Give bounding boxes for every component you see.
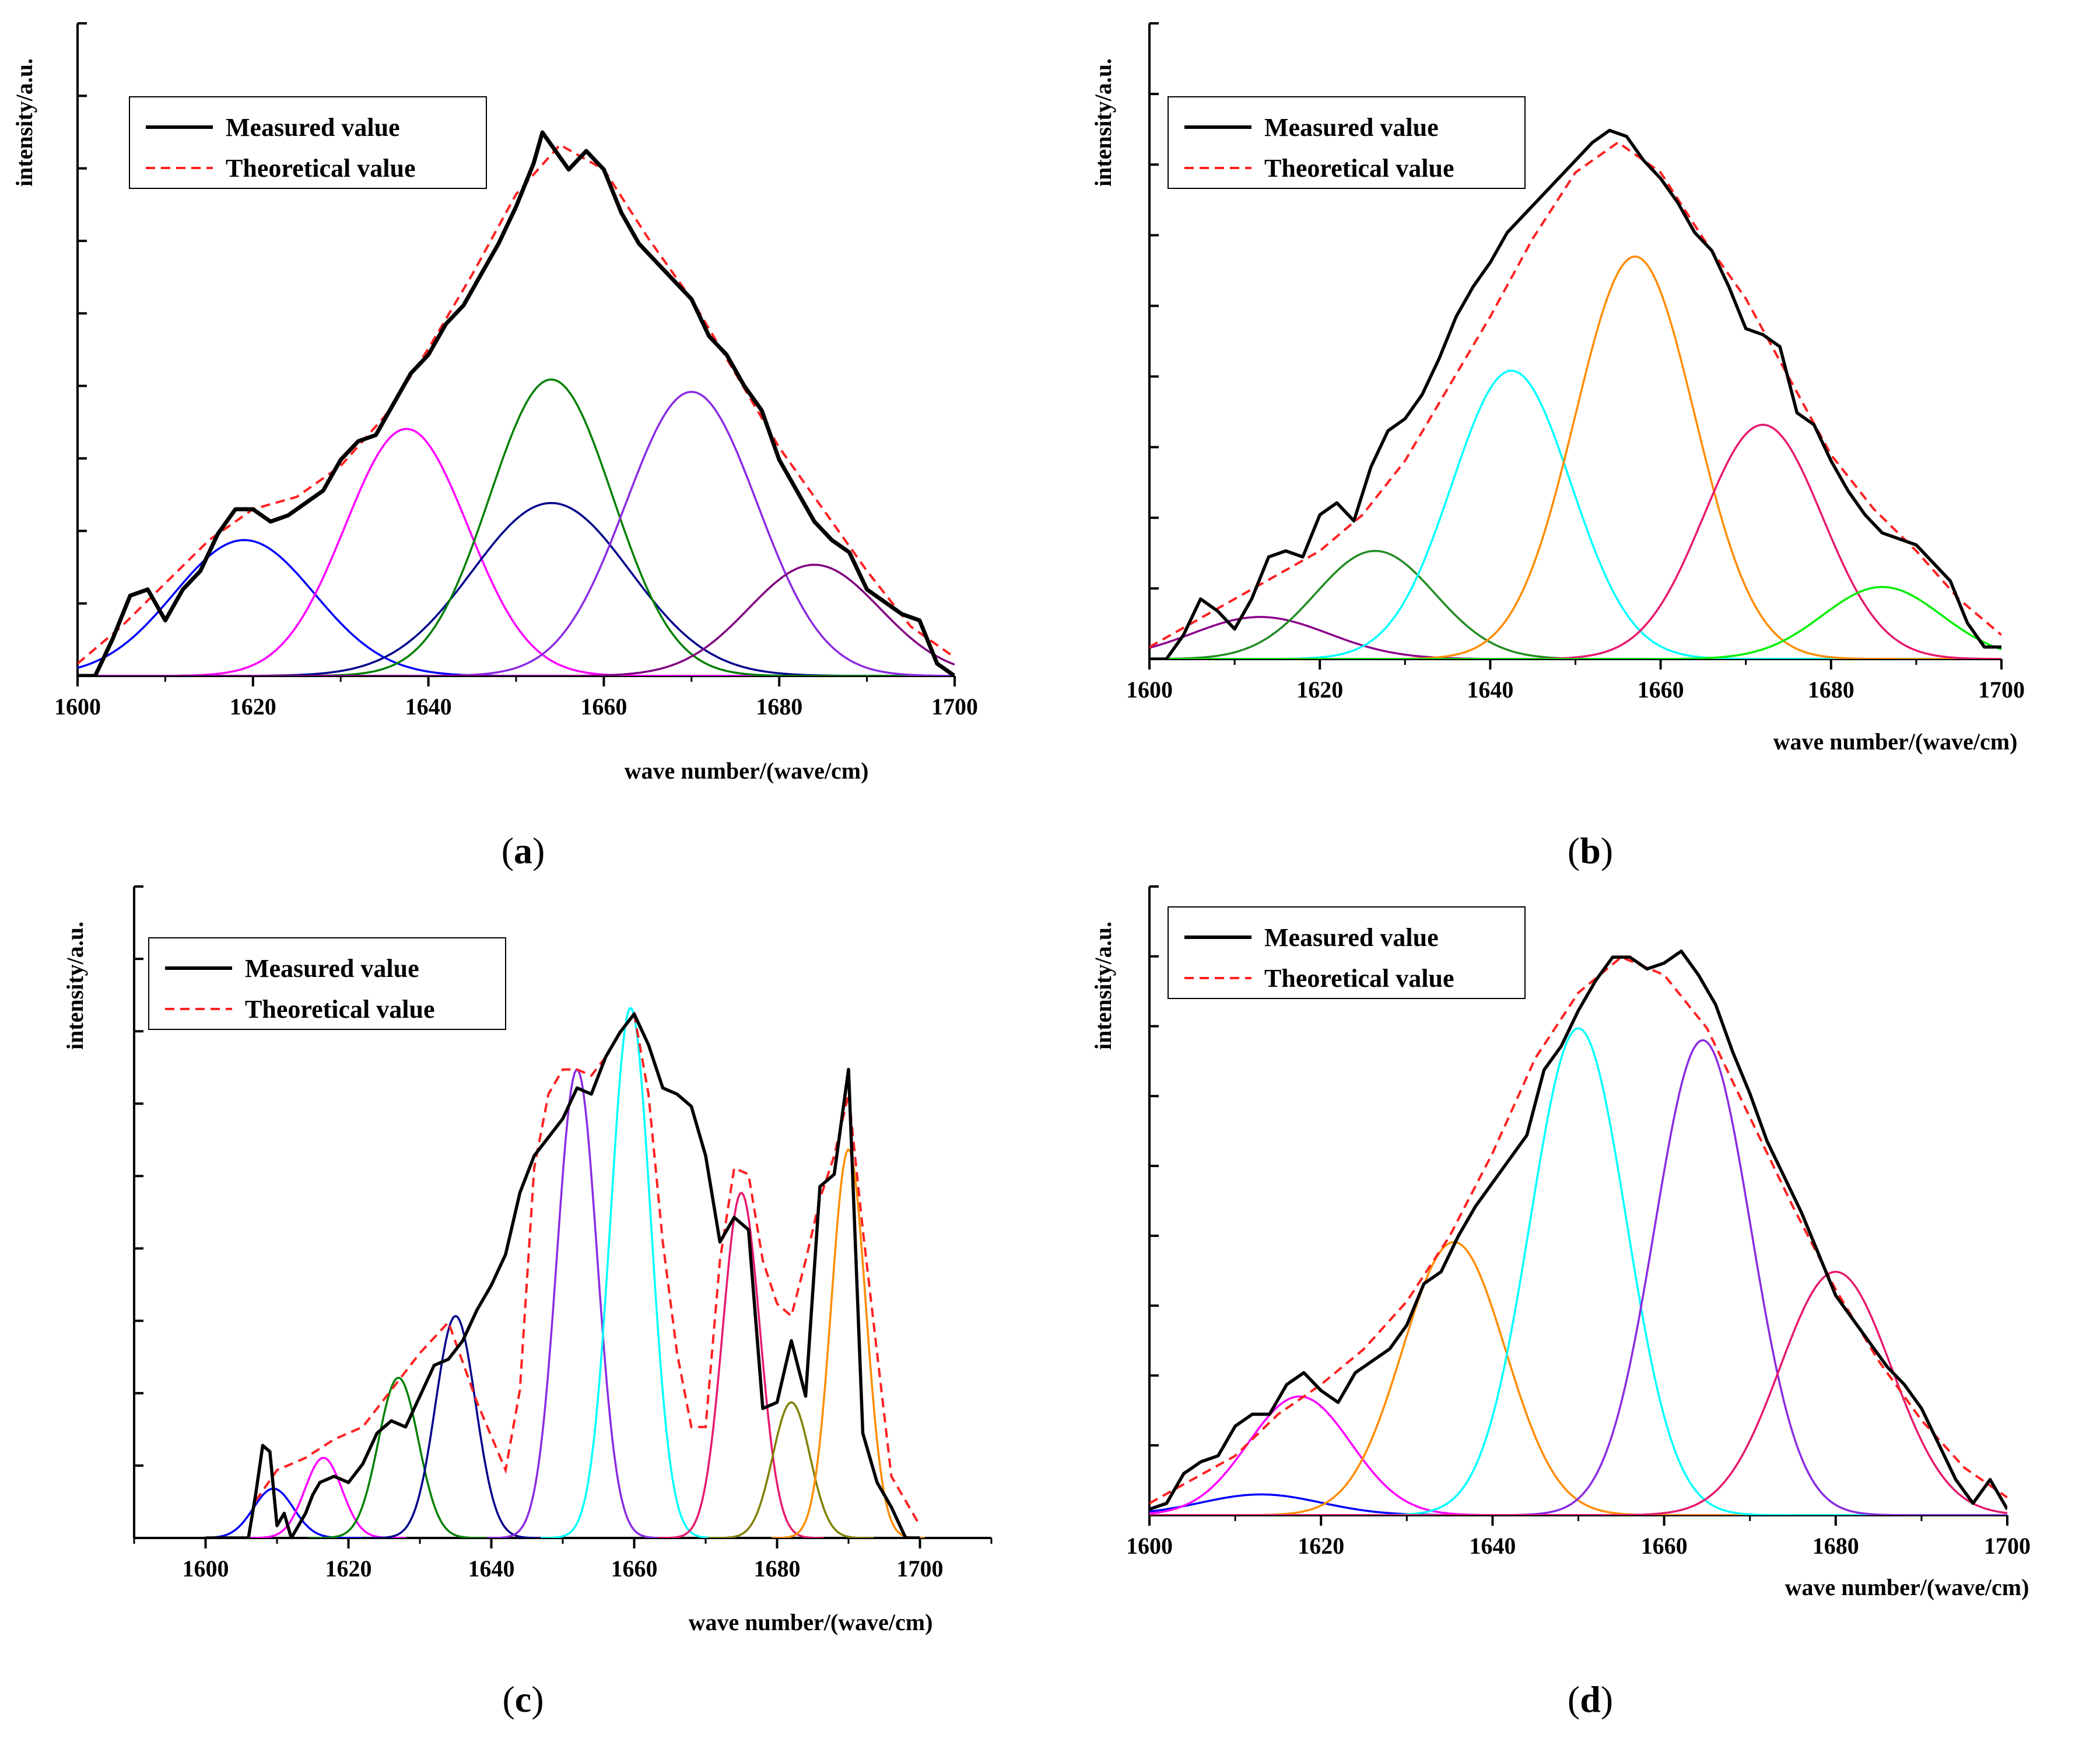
y-axis-title: intensity/a.u. [1090,58,1116,187]
legend: Measured value Theoretical value [1168,906,1526,999]
measured-value-line [205,1012,920,1538]
x-tick-label: 1620 [230,693,276,720]
fit-component-6 [540,1007,720,1538]
legend: Measured value Theoretical value [1168,96,1526,189]
plot-area [1149,128,2001,659]
x-tick-label: 1680 [1808,677,1854,703]
legend: Measured value Theoretical value [129,96,487,189]
fit-component-8 [707,1401,874,1538]
legend-measured-label: Measured value [1264,923,1439,952]
x-axis-title: wave number/(wave/cm) [689,1609,933,1635]
x-tick-label: 1660 [1641,1533,1688,1559]
fit-component-5 [78,391,955,676]
legend-measured-label: Measured value [1264,113,1439,142]
measured-value-line [1149,128,2001,659]
x-tick-label: 1680 [754,1555,801,1582]
theoretical-value-line [78,143,955,665]
chart-panel-b: 1600 1620 1640 1660 1680 1700 wave number/(wav… [1090,22,2025,871]
x-tick-label: 1600 [1126,677,1173,703]
x-tick-label: 1660 [580,693,627,720]
fit-component-2 [1149,549,2001,659]
panel-label: (c) [502,1679,544,1720]
legend-theoretical-label: Theoretical value [1264,964,1454,993]
measured-value-line [1149,949,2007,1511]
fit-component-5 [487,1068,666,1538]
x-tick-label: 1660 [1638,677,1684,703]
plot-area [1149,949,2007,1515]
y-axis-title: intensity/a.u. [11,58,37,187]
legend-measured-label: Measured value [226,113,400,142]
x-tick-label: 1700 [1978,677,2025,703]
panel-label: (a) [502,830,545,871]
fit-component-6 [78,563,955,676]
chart-panel-c: 1600 1620 1640 1660 1680 1700 wave number/(wav… [62,885,993,1720]
x-tick-label: 1700 [897,1555,944,1582]
panel-label: (d) [1568,1679,1613,1720]
legend-theoretical-label: Theoretical value [245,995,434,1024]
fit-component-3 [308,1376,488,1538]
x-tick-label: 1640 [1469,1533,1516,1559]
x-tick-label: 1620 [1296,677,1343,703]
x-tick-label: 1640 [1467,677,1513,703]
x-tick-label: 1640 [405,693,452,720]
fit-component-4 [1149,255,2001,659]
plot-area [78,130,955,676]
legend-box [1168,96,1526,189]
measured-value-line [78,130,955,676]
x-tick-label: 1700 [931,693,978,720]
y-axis-title: intensity/a.u. [1090,921,1116,1050]
fit-component-2 [1149,1395,2007,1515]
y-axis-title: intensity/a.u. [62,921,88,1050]
x-axis-title: wave number/(wave/cm) [1773,728,2018,755]
fit-component-1 [78,539,955,676]
fit-component-5 [1149,1039,2007,1515]
fit-component-2 [78,428,955,676]
fit-component-9 [771,1148,925,1538]
fit-component-4 [78,378,955,676]
x-tick-label: 1600 [183,1555,229,1582]
fit-component-6 [1149,586,2001,659]
legend-box [148,937,506,1030]
fit-component-1 [1149,616,2001,659]
x-tick-label: 1700 [1984,1533,2031,1559]
x-tick-label: 1640 [468,1555,515,1582]
x-tick-label: 1680 [1812,1533,1859,1559]
x-tick-label: 1620 [325,1555,372,1582]
fit-component-5 [1149,423,2001,659]
fit-component-2 [240,1456,406,1538]
fit-component-4 [1149,1027,2007,1515]
theoretical-value-line [254,1011,921,1526]
fit-component-1 [212,1487,363,1538]
fit-component-3 [1149,1241,2007,1515]
plot-area [205,1007,925,1538]
x-tick-label: 1660 [611,1555,658,1582]
panel-label: (b) [1568,830,1613,871]
theoretical-value-line [1149,141,2001,649]
legend-box [129,96,487,189]
chart-panel-d: 1600 1620 1640 1660 1680 1700 wave number/(wav… [1090,885,2031,1720]
fit-component-1 [1149,1493,2007,1515]
legend-theoretical-label: Theoretical value [226,154,415,183]
fit-component-6 [1149,1270,2007,1515]
theoretical-value-line [1149,955,2007,1505]
x-tick-label: 1600 [54,693,101,720]
x-tick-label: 1620 [1298,1533,1344,1559]
legend-measured-label: Measured value [245,954,419,983]
chart-panel-a: 1600 1620 1640 1660 1680 1700 wave number/(wav… [11,22,978,871]
legend: Measured value Theoretical value [148,937,506,1030]
x-axis-title: wave number/(wave/cm) [1785,1574,2029,1600]
x-tick-label: 1680 [756,693,802,720]
x-axis-title: wave number/(wave/cm) [625,758,869,784]
legend-theoretical-label: Theoretical value [1264,154,1454,183]
x-tick-label: 1600 [1126,1533,1173,1559]
legend-box [1168,906,1526,999]
